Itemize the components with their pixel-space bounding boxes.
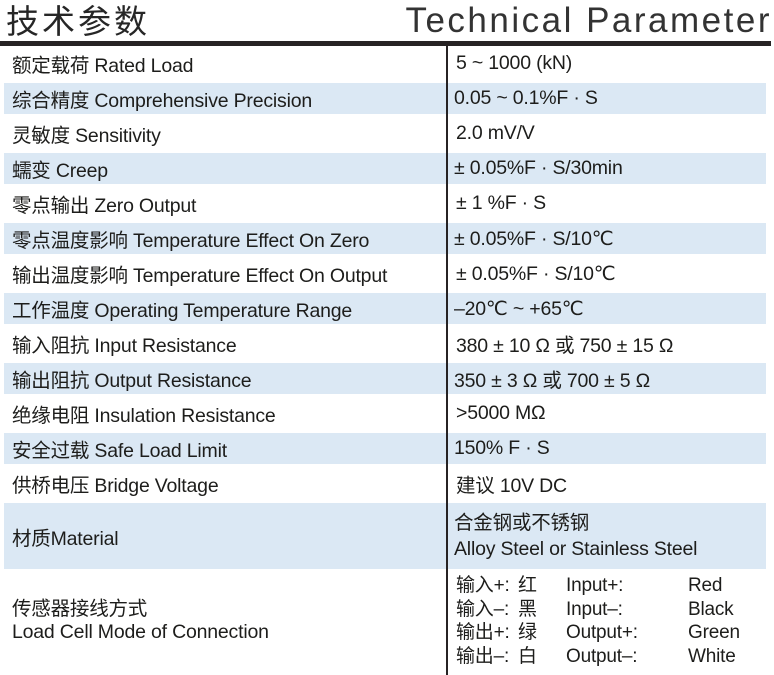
param-label: 供桥电压 Bridge Voltage <box>12 475 219 497</box>
page-title-chinese: 技术参数 <box>6 3 150 40</box>
wiring-table: 输入+: 红 Input+: Red 输入–: 黑 Input–: Black … <box>456 574 740 668</box>
param-value: 150% F · S <box>454 437 550 459</box>
param-value: 合金钢或不锈钢 Alloy Steel or Stainless Steel <box>447 503 766 569</box>
material-value-english: Alloy Steel or Stainless Steel <box>454 538 698 560</box>
param-label: 综合精度 Comprehensive Precision <box>12 90 313 112</box>
param-label: 安全过载 Safe Load Limit <box>12 440 227 462</box>
param-label: 额定载荷 Rated Load <box>12 55 194 77</box>
table-row: 零点输出 Zero Output ± 1 %F · S <box>0 186 774 221</box>
table-row: 综合精度 Comprehensive Precision 0.05 ~ 0.1%… <box>0 81 774 116</box>
table-row: 安全过载 Safe Load Limit 150% F · S <box>0 431 774 466</box>
wiring-zh-label: 输入–: <box>456 598 510 620</box>
param-label: 传感器接线方式 Load Cell Mode of Connection <box>0 571 447 671</box>
wiring-en-label: Output–: <box>566 645 638 667</box>
param-value: >5000 MΩ <box>456 402 546 424</box>
wiring-zh-color: 红 <box>518 575 537 596</box>
param-label: 材质Material <box>12 527 119 550</box>
table-row: 蠕变 Creep ± 0.05%F · S/30min <box>0 151 774 186</box>
table-row: 零点温度影响 Temperature Effect On Zero ± 0.05… <box>0 221 774 256</box>
param-label: 绝缘电阻 Insulation Resistance <box>12 405 276 427</box>
param-label: 输出温度影响 Temperature Effect On Output <box>12 265 388 287</box>
wiring-en-label: Output+: <box>566 622 638 643</box>
table-row: 输出温度影响 Temperature Effect On Output ± 0.… <box>0 256 774 291</box>
table-row: 工作温度 Operating Temperature Range –20℃ ~ … <box>0 291 774 326</box>
parameter-table: 额定载荷 Rated Load 5 ~ 1000 (kN) 综合精度 Compr… <box>0 46 774 675</box>
wiring-en-color: Red <box>688 575 723 596</box>
table-row-material: 材质Material 合金钢或不锈钢 Alloy Steel or Stainl… <box>0 501 774 571</box>
table-row: 绝缘电阻 Insulation Resistance >5000 MΩ <box>0 396 774 431</box>
connection-label-chinese: 传感器接线方式 <box>12 598 148 620</box>
param-label: 零点温度影响 Temperature Effect On Zero <box>12 230 370 252</box>
param-value: 380 ± 10 Ω 或 750 ± 15 Ω <box>456 335 674 357</box>
param-value: ± 0.05%F · S/10℃ <box>454 227 614 250</box>
wiring-en-color: Black <box>688 598 734 620</box>
param-value: 建议 10V DC <box>456 475 567 497</box>
param-label: 输入阻抗 Input Resistance <box>12 335 237 357</box>
param-value: 5 ~ 1000 (kN) <box>456 52 573 74</box>
wiring-en-label: Input+: <box>566 575 624 596</box>
material-value-chinese: 合金钢或不锈钢 <box>454 512 590 534</box>
table-row: 额定载荷 Rated Load 5 ~ 1000 (kN) <box>0 46 774 81</box>
wiring-en-color: Green <box>688 622 740 643</box>
param-label: 蠕变 Creep <box>12 160 108 182</box>
param-label: 输出阻抗 Output Resistance <box>12 370 252 392</box>
param-label: 工作温度 Operating Temperature Range <box>12 300 353 322</box>
wiring-zh-label: 输出+: <box>456 622 510 643</box>
param-value: 2.0 mV/V <box>456 122 535 144</box>
param-value: ± 1 %F · S <box>456 192 546 214</box>
wiring-en-label: Input–: <box>566 598 623 620</box>
param-value: 350 ± 3 Ω 或 700 ± 5 Ω <box>454 370 650 392</box>
page-title-english: Technical Parameter <box>405 1 772 40</box>
table-row: 输入阻抗 Input Resistance 380 ± 10 Ω 或 750 ±… <box>0 326 774 361</box>
param-value: –20℃ ~ +65℃ <box>454 297 584 320</box>
wiring-zh-label: 输出–: <box>456 645 510 667</box>
wiring-zh-color: 绿 <box>518 622 537 643</box>
table-row: 灵敏度 Sensitivity 2.0 mV/V <box>0 116 774 151</box>
wiring-zh-color: 黑 <box>518 598 537 620</box>
param-value: ± 0.05%F · S/10℃ <box>456 262 616 285</box>
wiring-zh-label: 输入+: <box>456 575 510 596</box>
table-row: 供桥电压 Bridge Voltage 建议 10V DC <box>0 466 774 501</box>
param-value: 输入+: 红 Input+: Red 输入–: 黑 Input–: Black … <box>447 571 774 671</box>
table-row-connection: 传感器接线方式 Load Cell Mode of Connection 输入+… <box>0 571 774 671</box>
param-label: 灵敏度 Sensitivity <box>12 125 161 147</box>
connection-label-english: Load Cell Mode of Connection <box>12 621 269 643</box>
header-rule <box>0 41 771 46</box>
wiring-zh-color: 白 <box>518 645 537 667</box>
param-value: 0.05 ~ 0.1%F · S <box>454 87 598 109</box>
table-row: 输出阻抗 Output Resistance 350 ± 3 Ω 或 700 ±… <box>0 361 774 396</box>
page-header: 技术参数 Technical Parameter <box>0 0 774 41</box>
param-label: 零点输出 Zero Output <box>12 195 197 217</box>
wiring-en-color: White <box>688 645 736 667</box>
param-value: ± 0.05%F · S/30min <box>454 157 623 179</box>
column-divider <box>446 46 448 675</box>
